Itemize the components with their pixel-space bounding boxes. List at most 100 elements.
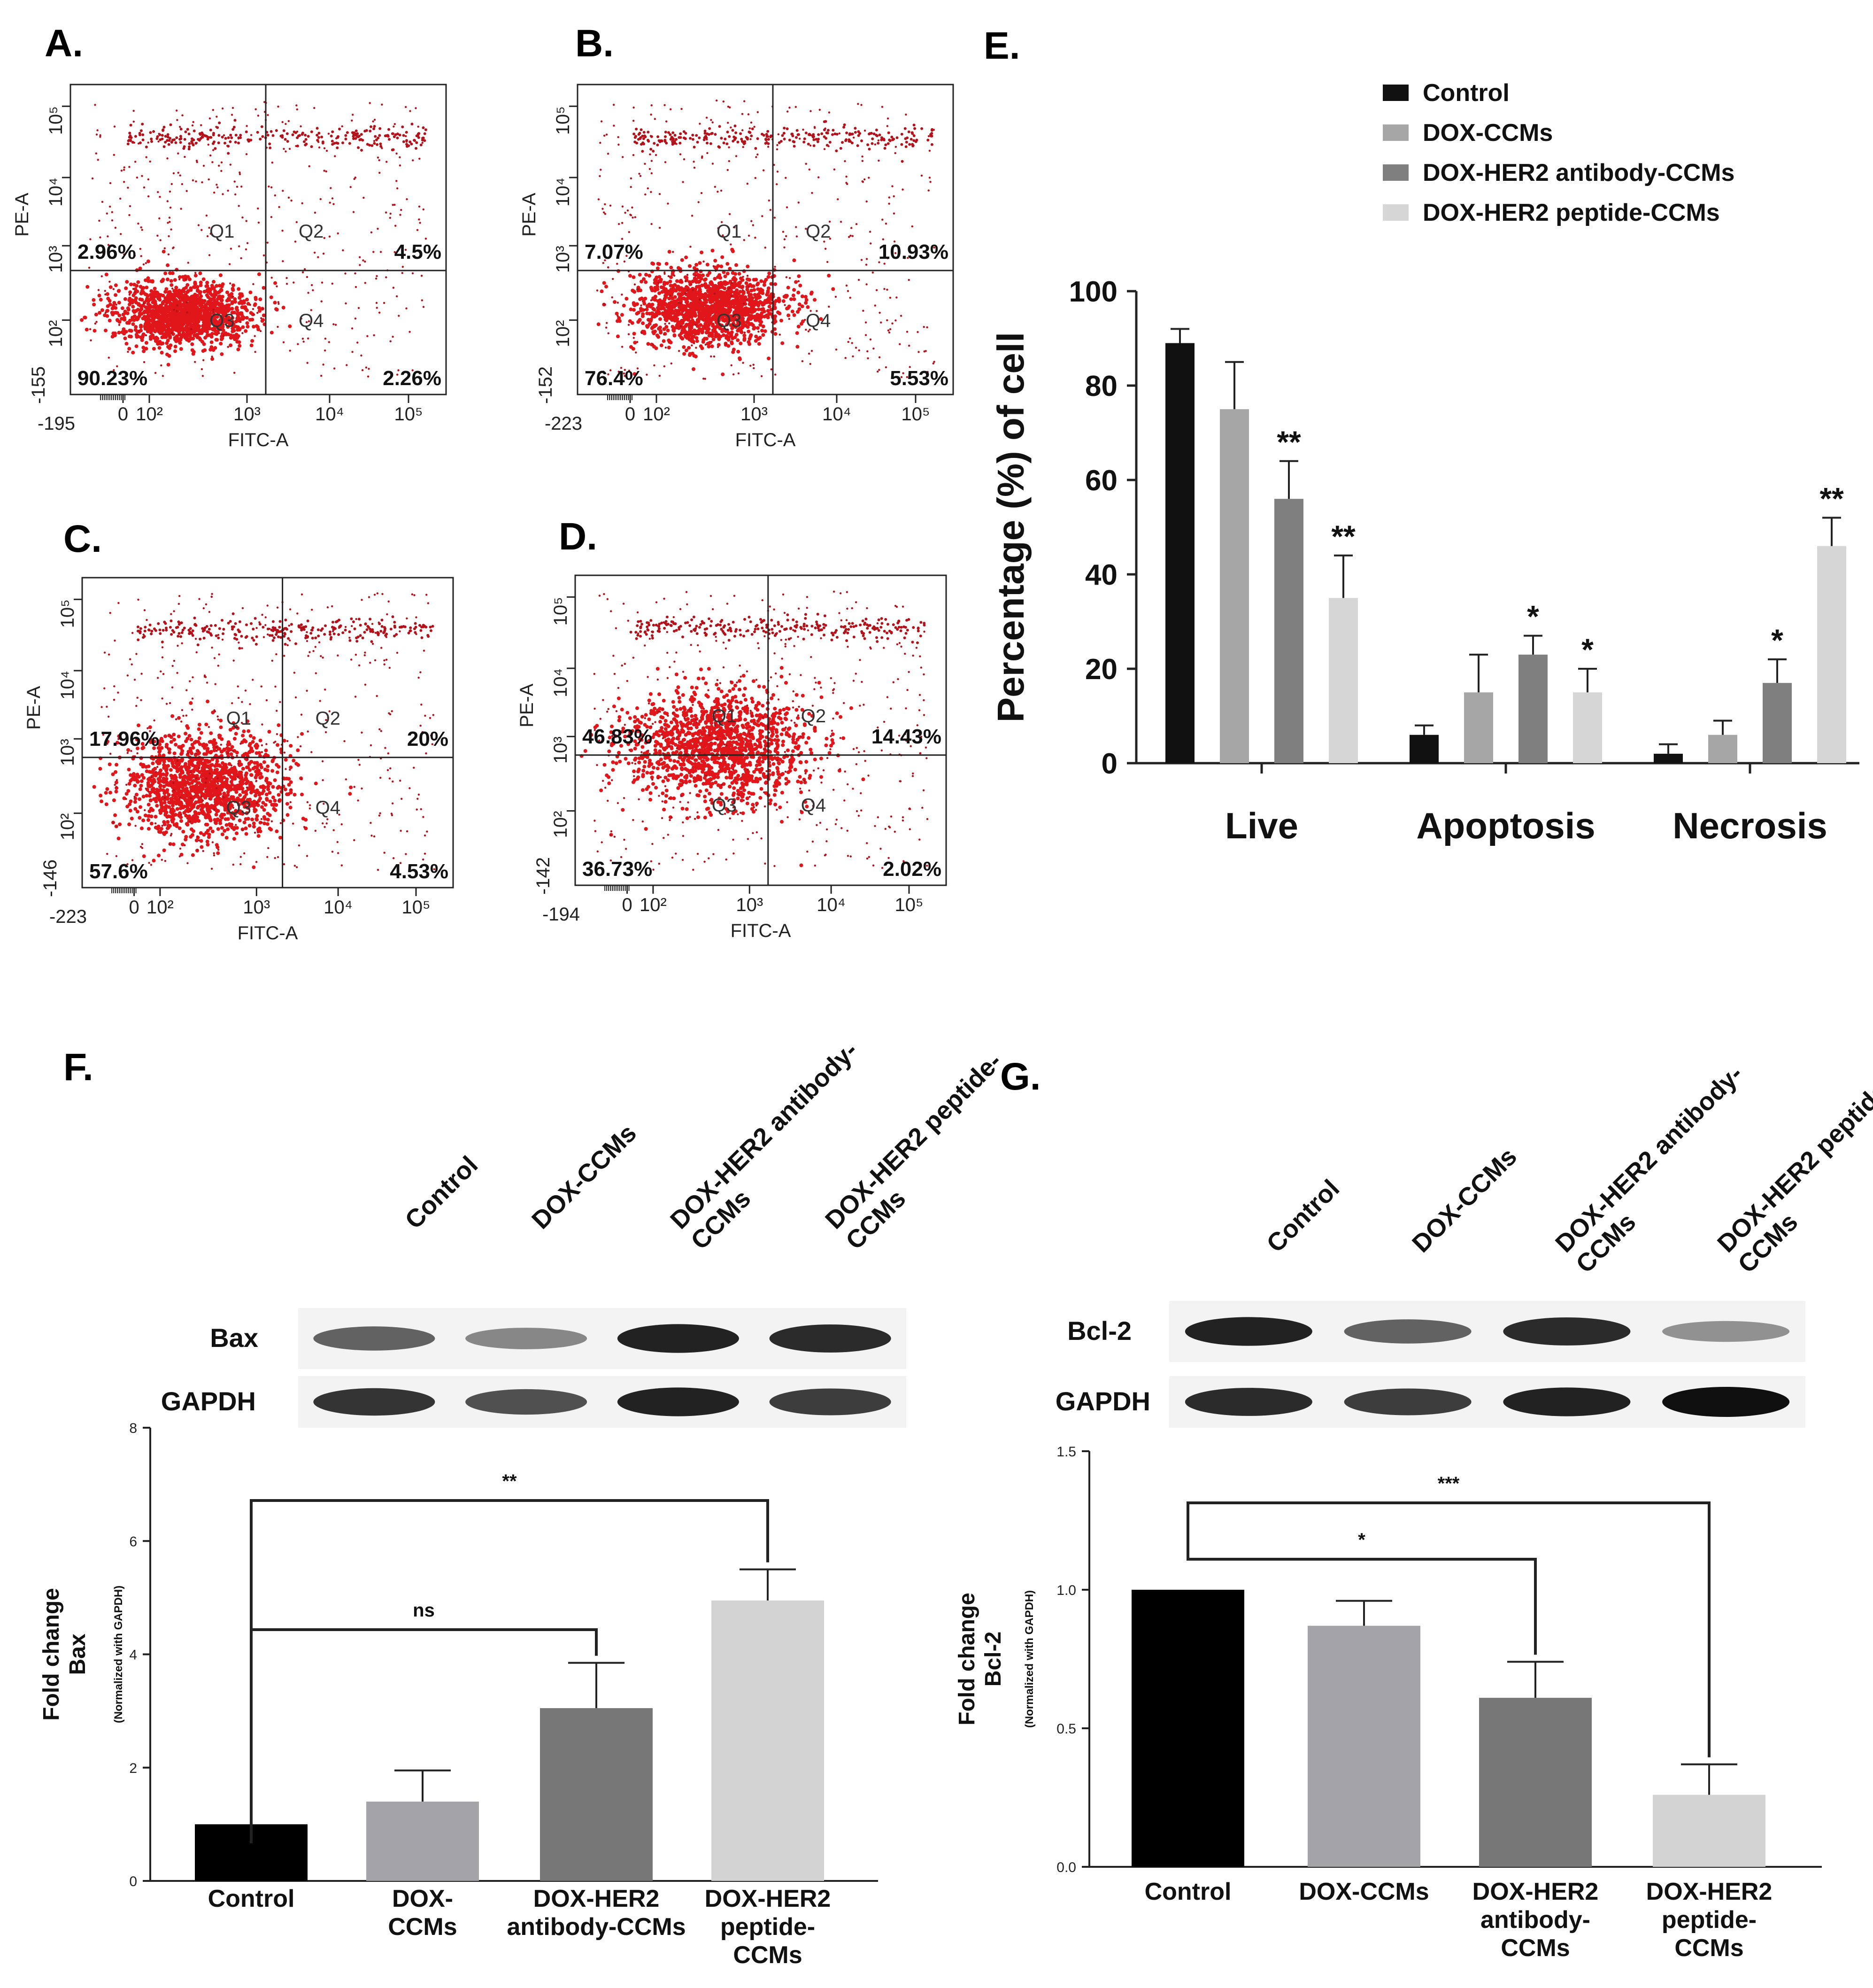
dot (146, 259, 150, 263)
dot (395, 180, 398, 182)
dot (196, 328, 200, 332)
dot (352, 132, 355, 136)
dot (237, 340, 241, 344)
dot (131, 350, 135, 355)
dot (845, 175, 848, 178)
dot (344, 134, 347, 137)
dot (764, 138, 768, 141)
dot (246, 325, 250, 329)
dot (730, 364, 732, 366)
dot (219, 725, 223, 729)
dot (647, 139, 650, 143)
dot (651, 307, 655, 311)
dot (880, 321, 882, 324)
dot (792, 258, 796, 263)
dot (295, 104, 298, 107)
dot (693, 161, 695, 163)
dot (351, 351, 354, 353)
dot (685, 303, 689, 308)
quadrant-label-q4: Q4 (806, 310, 831, 331)
dot (194, 334, 198, 338)
dot (372, 120, 374, 123)
dot (406, 198, 408, 201)
dot (612, 278, 614, 280)
dot (238, 295, 242, 300)
dot (632, 301, 636, 305)
dot (345, 302, 347, 305)
dot (908, 278, 910, 281)
dot (826, 261, 829, 263)
dot (708, 271, 711, 275)
dot (842, 125, 846, 129)
dot (388, 138, 391, 141)
dot (750, 220, 753, 222)
dot (154, 371, 157, 374)
dot (677, 292, 681, 296)
dot (748, 127, 751, 130)
dot (639, 307, 643, 311)
dot (217, 303, 221, 307)
dot (169, 190, 171, 193)
dot (710, 119, 712, 121)
dot (260, 125, 263, 128)
dot (751, 323, 755, 327)
dot (672, 251, 674, 253)
dot (234, 336, 238, 340)
dot (596, 289, 599, 292)
dot (629, 214, 632, 216)
dot (621, 346, 624, 348)
dot (669, 265, 673, 270)
dot (696, 273, 700, 277)
dot (92, 298, 96, 302)
dot (169, 221, 171, 223)
dot (141, 133, 145, 136)
dot (170, 283, 174, 287)
dot (381, 103, 383, 106)
y-tick-label: 10³ (553, 246, 573, 273)
dot (114, 306, 118, 310)
dot (168, 217, 171, 219)
dot (750, 134, 753, 138)
dot (180, 208, 182, 210)
dot (710, 340, 713, 343)
dot (695, 347, 697, 349)
dot (229, 343, 233, 348)
dot (828, 140, 832, 144)
dot (130, 298, 134, 302)
dot (739, 132, 742, 135)
dot (860, 139, 863, 142)
dot (320, 300, 323, 302)
dot (277, 301, 279, 303)
dot (94, 322, 97, 325)
dot (300, 792, 304, 797)
dot (134, 792, 139, 797)
dot (866, 350, 869, 353)
dot (908, 344, 910, 347)
dot (295, 145, 297, 147)
dot (293, 281, 295, 284)
dot (337, 232, 339, 235)
dot (894, 152, 896, 155)
dot (193, 282, 197, 286)
dot (331, 143, 334, 146)
dot (149, 293, 153, 297)
x-tick-label: 10⁴ (315, 404, 344, 425)
dot (104, 272, 108, 277)
dot (185, 278, 187, 281)
dot (600, 289, 604, 294)
dot (177, 826, 182, 830)
dot (127, 302, 131, 307)
dot (225, 290, 229, 294)
dot (113, 331, 117, 335)
dot (732, 348, 736, 352)
dot (672, 303, 676, 307)
dot (360, 133, 363, 136)
dot (733, 293, 738, 297)
dot (189, 337, 193, 341)
dot (788, 317, 791, 320)
dot (837, 198, 839, 201)
dot (796, 290, 801, 294)
dot (793, 145, 796, 148)
dot (655, 266, 660, 271)
dot (746, 298, 748, 301)
